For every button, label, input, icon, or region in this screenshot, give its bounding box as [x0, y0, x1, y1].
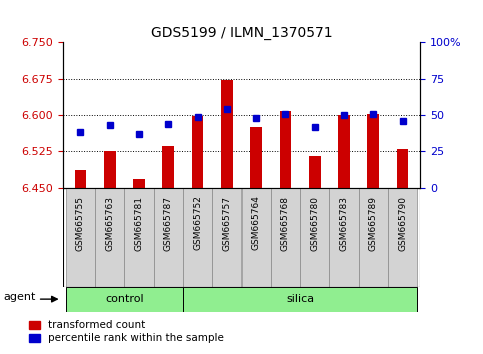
Bar: [280, 111, 291, 188]
Bar: [397, 149, 409, 188]
Text: GSM665783: GSM665783: [340, 195, 349, 251]
Bar: [183, 188, 212, 287]
Text: GSM665780: GSM665780: [310, 195, 319, 251]
Text: GSM665764: GSM665764: [252, 195, 261, 250]
Title: GDS5199 / ILMN_1370571: GDS5199 / ILMN_1370571: [151, 26, 332, 40]
Text: GSM665757: GSM665757: [222, 195, 231, 251]
Bar: [221, 80, 233, 188]
Legend: transformed count, percentile rank within the sample: transformed count, percentile rank withi…: [29, 320, 224, 343]
Bar: [250, 127, 262, 188]
Bar: [66, 188, 95, 287]
Bar: [192, 116, 203, 188]
Bar: [368, 114, 379, 188]
Bar: [271, 188, 300, 287]
Bar: [309, 156, 321, 188]
Bar: [359, 188, 388, 287]
Text: control: control: [105, 294, 143, 304]
Text: GSM665787: GSM665787: [164, 195, 173, 251]
Text: GSM665752: GSM665752: [193, 195, 202, 250]
Bar: [124, 188, 154, 287]
Bar: [338, 115, 350, 188]
Text: GSM665790: GSM665790: [398, 195, 407, 251]
Bar: [104, 151, 115, 188]
Bar: [95, 188, 124, 287]
Bar: [329, 188, 359, 287]
Bar: [154, 188, 183, 287]
Bar: [242, 188, 271, 287]
Text: agent: agent: [3, 292, 36, 302]
Bar: [133, 179, 145, 188]
Bar: [212, 188, 242, 287]
Text: GSM665755: GSM665755: [76, 195, 85, 251]
Bar: [183, 287, 417, 312]
Bar: [74, 170, 86, 188]
Text: GSM665768: GSM665768: [281, 195, 290, 251]
Bar: [388, 188, 417, 287]
Bar: [66, 287, 183, 312]
Text: GSM665763: GSM665763: [105, 195, 114, 251]
Bar: [162, 147, 174, 188]
Bar: [300, 188, 329, 287]
Text: silica: silica: [286, 294, 314, 304]
Text: GSM665781: GSM665781: [134, 195, 143, 251]
Text: GSM665789: GSM665789: [369, 195, 378, 251]
